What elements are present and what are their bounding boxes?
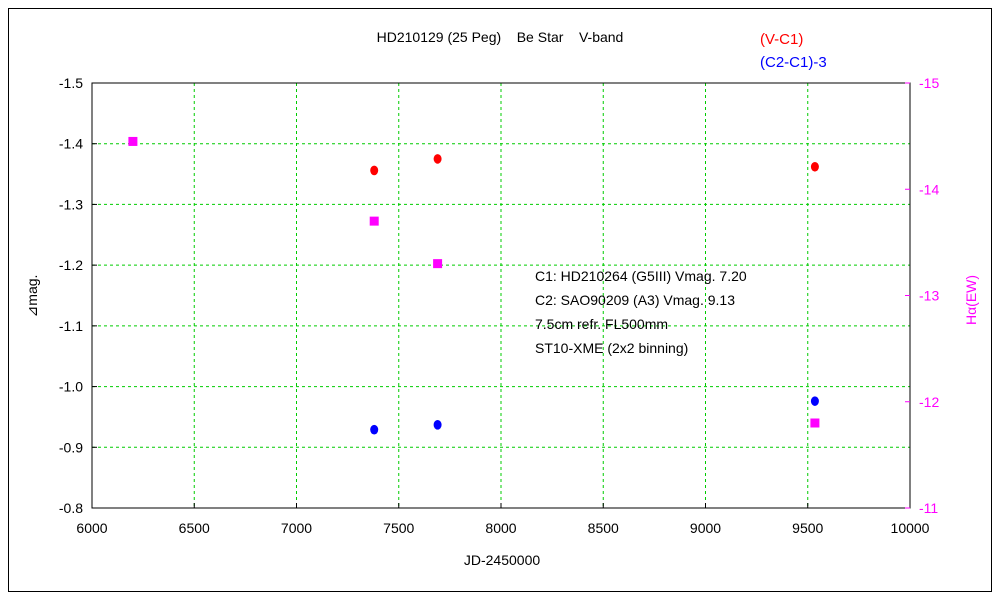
halpha-point bbox=[433, 259, 443, 269]
x-axis-ticks: 6000 6500 7000 7500 8000 8500 9000 9500 10000 bbox=[76, 503, 930, 536]
y-axis-ticks: -1.5 -1.4 -1.3 -1.2 -1.1 -1.0 -0.9 -0.8 bbox=[59, 75, 97, 516]
annotation-line-c1: C1: HD210264 (G5III) Vmag. 7.20 bbox=[535, 268, 747, 284]
y-tick-label: -1.2 bbox=[59, 257, 83, 273]
x-tick-label: 8000 bbox=[485, 520, 516, 536]
annotation-line-c2: C2: SAO90209 (A3) Vmag. 9.13 bbox=[535, 292, 735, 308]
y2-tick-label: -14 bbox=[919, 181, 939, 197]
y-tick-label: -1.1 bbox=[59, 318, 83, 334]
v-c1-point bbox=[810, 161, 819, 172]
y2-tick-label: -12 bbox=[919, 394, 939, 410]
x-tick-label: 9500 bbox=[792, 520, 823, 536]
x-axis-label: JD-2450000 bbox=[464, 552, 540, 568]
y2-axis-ticks: -15 -14 -13 -12 -11 bbox=[905, 75, 939, 516]
chart-frame bbox=[8, 8, 992, 592]
y2-tick-label: -15 bbox=[919, 75, 939, 91]
halpha-point bbox=[810, 418, 820, 428]
c2-c1-point bbox=[370, 424, 379, 435]
chart-title: HD210129 (25 Peg) Be Star V-band bbox=[377, 29, 624, 45]
y-tick-label: -1.4 bbox=[59, 136, 83, 152]
c2-c1-point bbox=[810, 396, 819, 406]
y-tick-label: -0.9 bbox=[59, 439, 83, 455]
data-markers bbox=[128, 136, 820, 435]
y2-axis-label: Hα(EW) bbox=[963, 275, 979, 325]
grid bbox=[92, 83, 910, 508]
y2-tick-label: -11 bbox=[919, 500, 938, 516]
y-tick-label: -1.5 bbox=[59, 75, 83, 91]
x-tick-label: 8500 bbox=[588, 520, 619, 536]
y-tick-label: -1.3 bbox=[59, 196, 83, 212]
v-c1-point bbox=[370, 165, 379, 176]
y-axis-label: ⊿mag. bbox=[24, 275, 40, 318]
legend-entry-c2-c1: (C2-C1)-3 bbox=[760, 54, 827, 71]
annotation-block: C1: HD210264 (G5III) Vmag. 7.20 C2: SAO9… bbox=[535, 268, 747, 356]
v-c1-point bbox=[433, 154, 442, 164]
annotation-line-camera: ST10-XME (2x2 binning) bbox=[535, 340, 688, 356]
y-tick-label: -1.0 bbox=[59, 379, 83, 395]
annotation-line-telescope: 7.5cm refr. FL500mm bbox=[535, 316, 668, 332]
y-tick-label: -0.8 bbox=[59, 500, 83, 516]
x-tick-label: 10000 bbox=[891, 520, 930, 536]
x-tick-label: 6500 bbox=[179, 520, 210, 536]
x-tick-label: 6000 bbox=[76, 520, 107, 536]
x-tick-label: 7500 bbox=[383, 520, 414, 536]
y2-tick-label: -13 bbox=[919, 288, 939, 304]
halpha-point bbox=[369, 216, 379, 226]
x-tick-label: 9000 bbox=[690, 520, 721, 536]
x-tick-label: 7000 bbox=[281, 520, 312, 536]
halpha-point bbox=[128, 136, 138, 146]
c2-c1-point bbox=[433, 420, 442, 430]
legend-entry-v-c1: (V-C1) bbox=[760, 31, 803, 48]
